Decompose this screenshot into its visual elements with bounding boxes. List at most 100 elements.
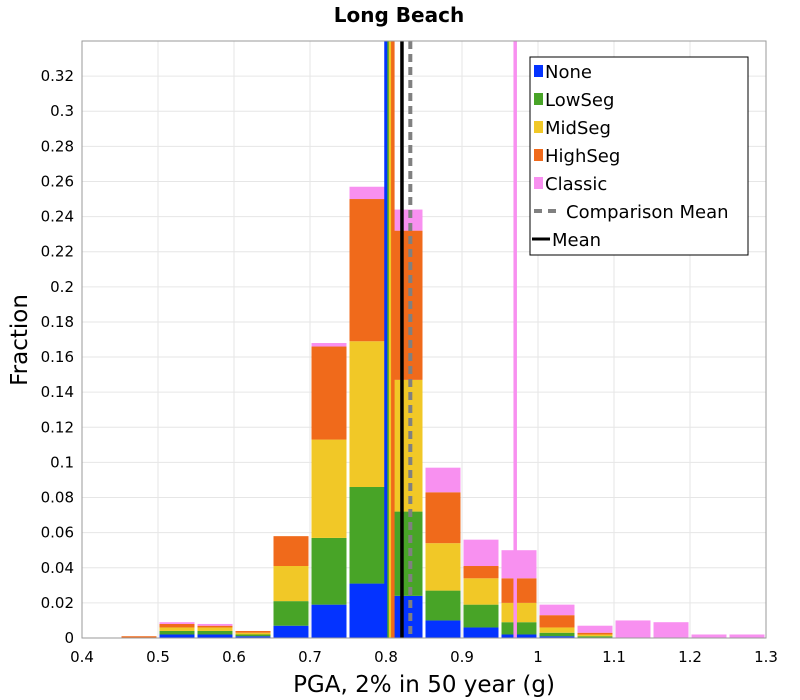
legend-label: None (545, 62, 592, 83)
bar-segment-highseg (577, 632, 613, 635)
y-tick-label: 0.24 (41, 208, 74, 226)
y-tick-label: 0.04 (41, 559, 74, 577)
bar-segment-classic (691, 634, 727, 638)
bar-segment-classic (501, 550, 537, 579)
y-tick-label: 0.14 (41, 383, 74, 401)
x-tick-label: 1.1 (602, 648, 626, 666)
x-tick-label: 0.5 (146, 648, 170, 666)
x-tick-label: 0.9 (450, 648, 474, 666)
bar-segment-none (311, 604, 347, 638)
y-tick-label: 0.1 (50, 453, 74, 471)
y-axis-ticks: 0 0.02 0.04 0.06 0.08 0.1 0.12 0.14 0.16 0.18 0.2 0… (41, 67, 74, 647)
y-tick-label: 0.16 (41, 348, 74, 366)
legend-label: Classic (545, 174, 607, 195)
bar-segment-lowseg (539, 632, 575, 637)
x-tick-label: 1.2 (678, 648, 702, 666)
bar-segment-lowseg (425, 590, 461, 621)
bar-segment-highseg (349, 199, 385, 342)
bar-segment-classic (159, 622, 195, 624)
x-tick-label: 0.8 (374, 648, 398, 666)
y-axis-title: Fraction (7, 294, 33, 386)
bar-segment-midseg (349, 341, 385, 487)
bar-segment-highseg (121, 636, 157, 638)
bar-segment-classic (425, 467, 461, 493)
legend-label: LowSeg (545, 90, 614, 111)
x-axis-title: PGA, 2% in 50 year (g) (293, 672, 555, 698)
bar-segment-lowseg (273, 601, 309, 626)
bar-segment-none (539, 636, 575, 638)
bar-segment-none (349, 583, 385, 638)
plot-frame (81, 40, 767, 639)
bar-segment-classic (197, 623, 233, 626)
y-tick-label: 0.26 (41, 172, 74, 190)
bar-segment-classic (729, 634, 765, 638)
x-tick-label: 1 (533, 648, 543, 666)
bar-segment-none (273, 625, 309, 638)
bar-segment-classic (311, 343, 347, 347)
y-tick-label: 0 (64, 629, 74, 647)
bar-segment-none (159, 634, 195, 638)
y-tick-label: 0.18 (41, 313, 74, 331)
x-tick-label: 1.3 (754, 648, 778, 666)
bar-segment-highseg (463, 566, 499, 579)
bar-segment-highseg (197, 625, 233, 628)
legend-label: HighSeg (545, 146, 620, 167)
bar-segment-none (235, 636, 271, 638)
bar-segment-none (501, 634, 537, 638)
histogram-bars (121, 186, 765, 638)
legend-swatch-midseg (534, 121, 543, 133)
bar-segment-midseg (463, 578, 499, 605)
bar-segment-none (197, 634, 233, 638)
bar-segment-none (425, 620, 461, 638)
bar-segment-lowseg (197, 630, 233, 635)
y-tick-label: 0.08 (41, 489, 74, 507)
legend-label: Mean (552, 230, 601, 251)
legend-swatch-classic (534, 177, 543, 189)
bar-segment-lowseg (235, 634, 271, 637)
x-tick-label: 0.7 (298, 648, 322, 666)
bar-segment-lowseg (349, 486, 385, 584)
bar-segment-midseg (311, 439, 347, 538)
bar-segment-classic (463, 539, 499, 567)
bar-segment-midseg (577, 634, 613, 637)
bar-segment-midseg (235, 632, 271, 635)
bar-segment-highseg (501, 578, 537, 603)
chart-title: Long Beach (334, 3, 464, 27)
y-tick-label: 0.22 (41, 243, 74, 261)
legend: None LowSeg MidSeg HighSeg Classic Comparison… (529, 56, 749, 256)
bar-segment-highseg (425, 492, 461, 544)
bar-segment-midseg (273, 566, 309, 602)
bar-segment-highseg (273, 536, 309, 567)
bar-segment-highseg (311, 346, 347, 440)
x-tick-label: 0.4 (70, 648, 94, 666)
bar-segment-midseg (159, 627, 195, 631)
bar-segment-midseg (425, 543, 461, 591)
bar-segment-classic (615, 620, 651, 638)
bar-segment-midseg (539, 627, 575, 633)
bar-segment-none (463, 627, 499, 638)
bar-segment-midseg (501, 602, 537, 623)
legend-label: Comparison Mean (566, 202, 729, 223)
legend-swatch-none (534, 65, 543, 77)
y-tick-label: 0.12 (41, 418, 74, 436)
y-tick-label: 0.28 (41, 137, 74, 155)
mean-lines (384, 41, 517, 638)
y-tick-label: 0.32 (41, 67, 74, 85)
legend-box (529, 56, 749, 256)
bar-segment-highseg (235, 630, 271, 633)
bar-segment-highseg (539, 615, 575, 628)
legend-swatch-lowseg (534, 93, 543, 105)
bar-segment-lowseg (577, 636, 613, 638)
bar-segment-highseg (159, 623, 195, 628)
y-tick-label: 0.3 (50, 102, 74, 120)
bar-segment-lowseg (311, 537, 347, 605)
bar-segment-classic (539, 604, 575, 616)
y-tick-label: 0.2 (50, 278, 74, 296)
bar-segment-classic (577, 625, 613, 633)
bar-segment-midseg (197, 627, 233, 631)
bar-segment-lowseg (159, 630, 195, 635)
bar-segment-classic (387, 209, 423, 231)
bar-segment-lowseg (501, 622, 537, 635)
y-tick-label: 0.02 (41, 594, 74, 612)
